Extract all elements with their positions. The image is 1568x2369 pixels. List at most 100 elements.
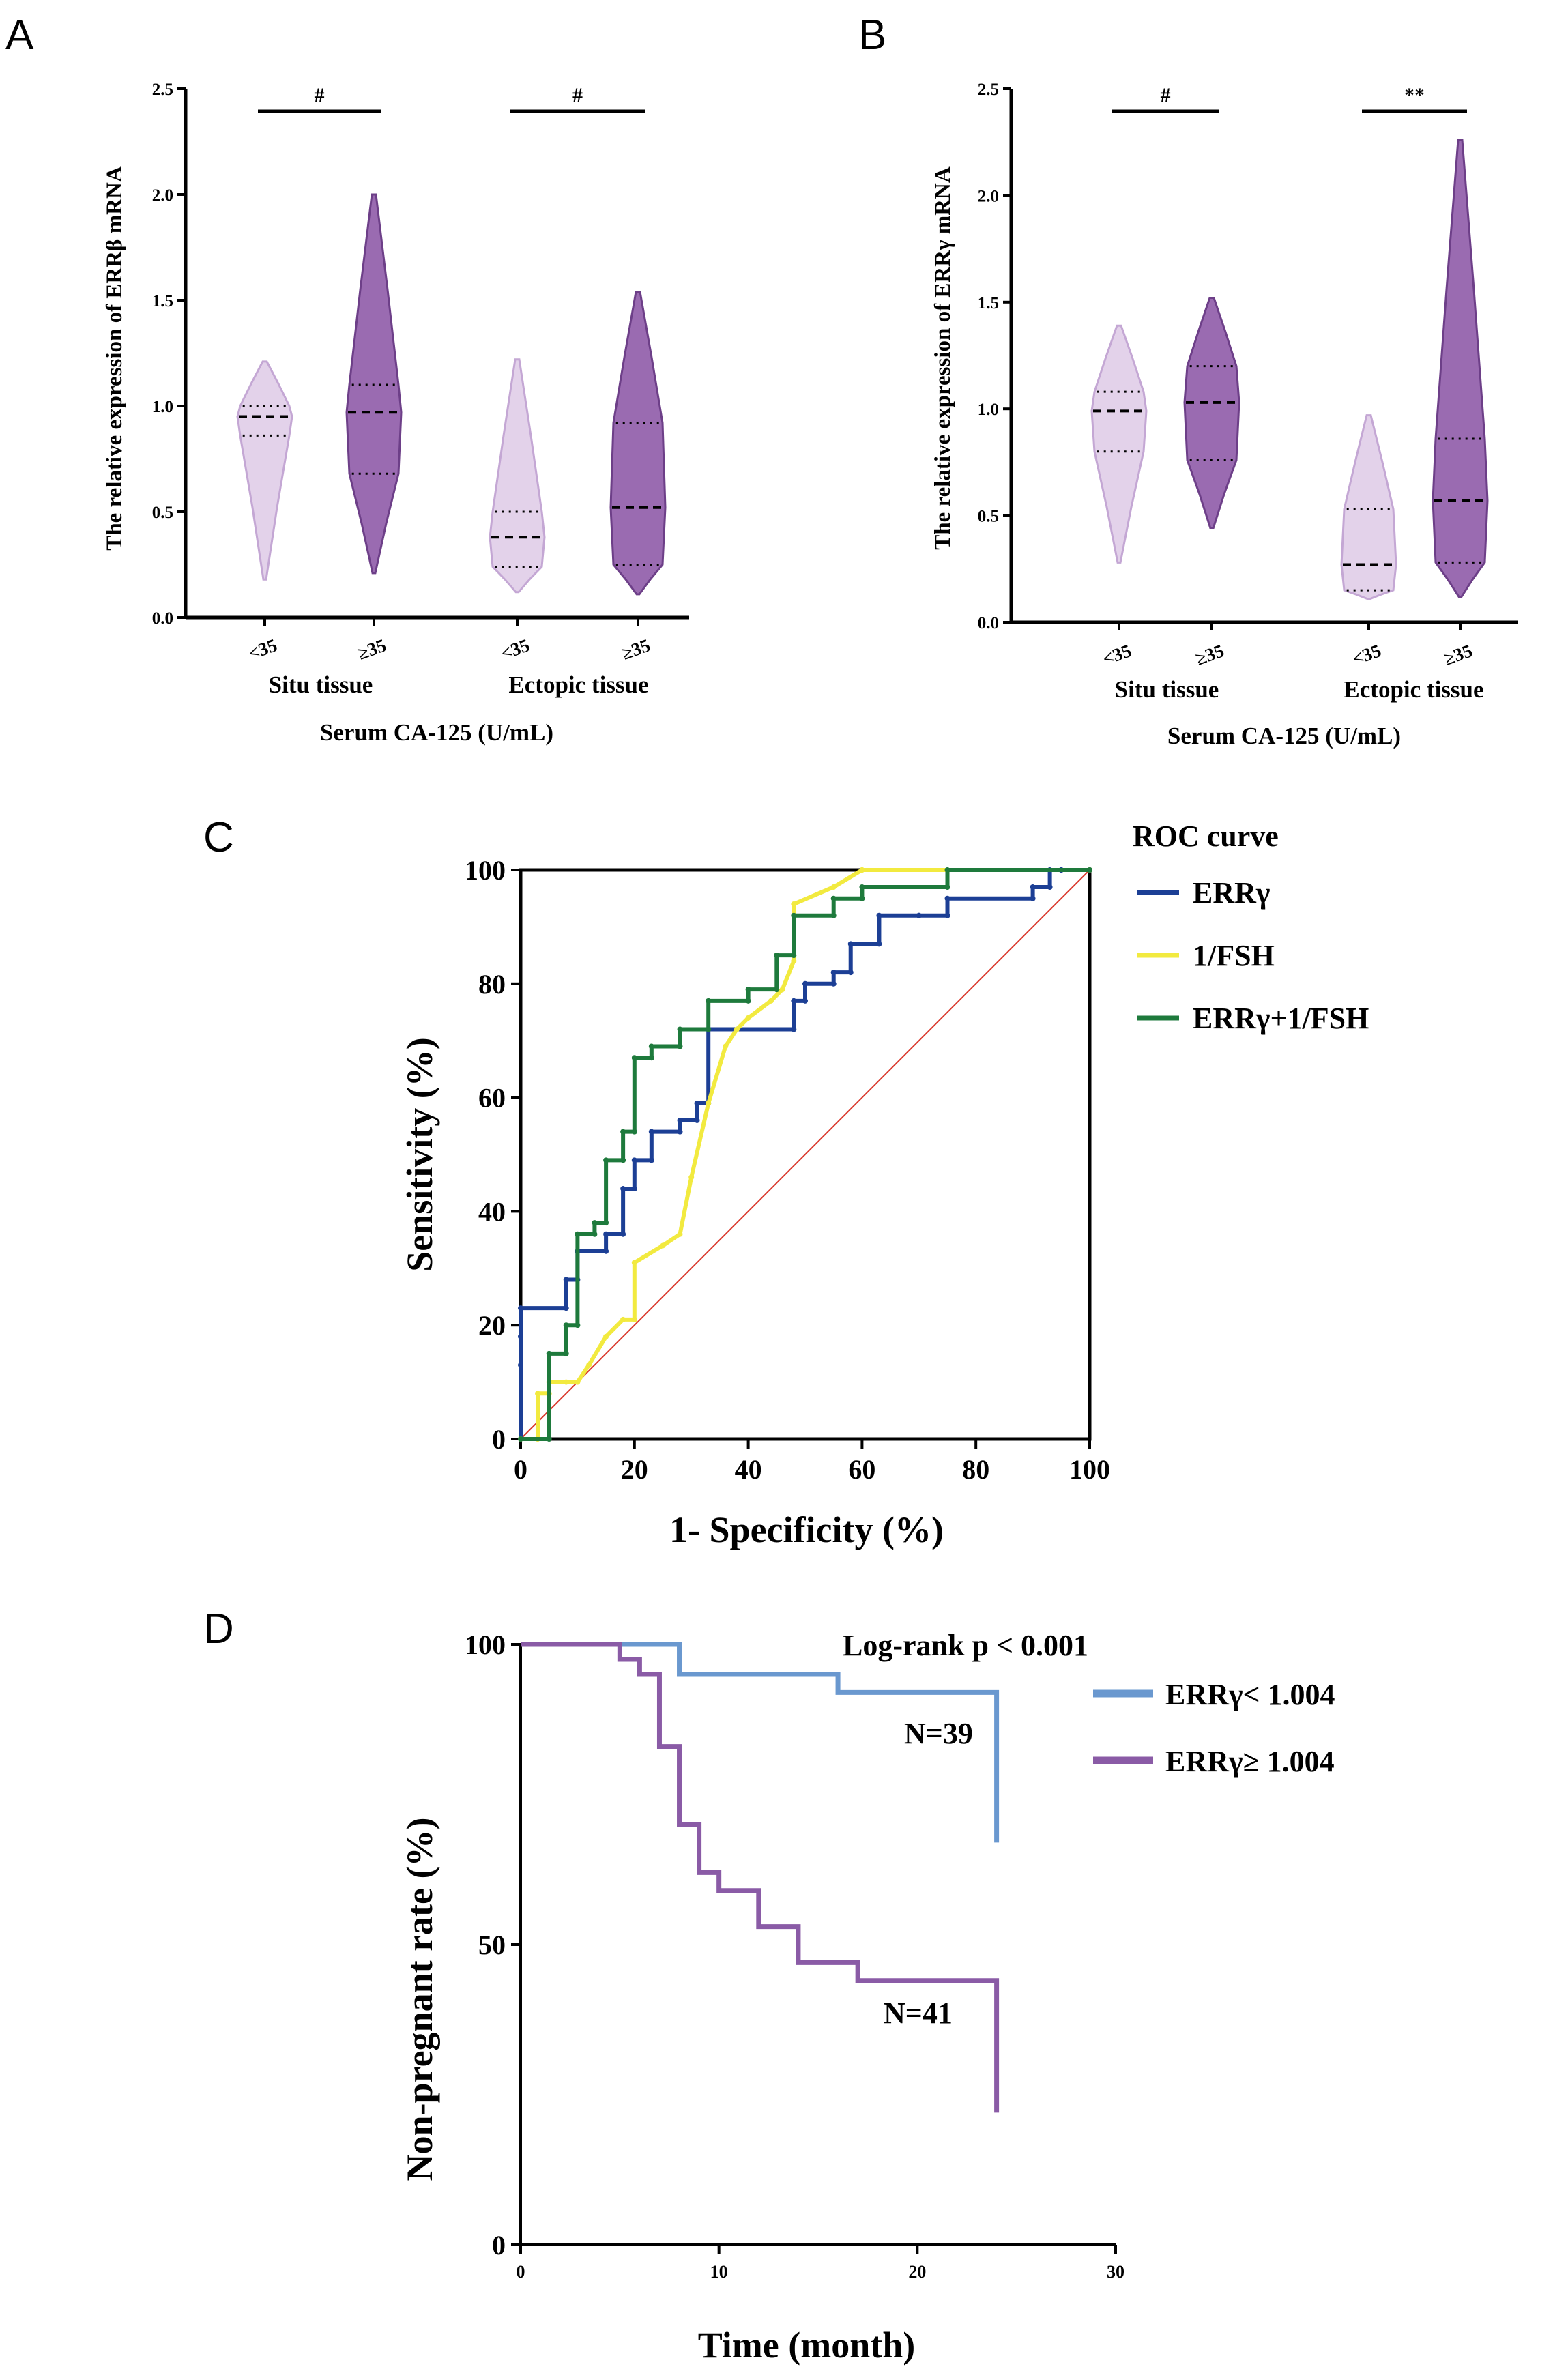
- y-tick-label: 0.0: [978, 614, 999, 633]
- series-point: [944, 912, 950, 918]
- panel-d-ticks: 0 10 20 30 0 50 100: [465, 1629, 1124, 2282]
- y-tick-label: 1.0: [978, 401, 999, 419]
- y-tick-label: 50: [478, 1930, 506, 1960]
- series-point: [791, 912, 797, 918]
- y-tick-label: 2.5: [152, 81, 173, 99]
- series-point: [563, 1322, 569, 1328]
- panel-d: D Non-pregnant rate (%) Time (month) Log…: [203, 1605, 1335, 2366]
- series-point: [830, 912, 837, 918]
- series-point: [847, 941, 854, 947]
- series-point: [859, 884, 865, 890]
- series-point: [876, 912, 882, 918]
- violin-shape: [236, 360, 293, 581]
- y-tick-label: 0: [492, 2230, 506, 2261]
- series-point: [648, 1129, 654, 1135]
- series-point: [648, 1055, 654, 1061]
- series-point: [706, 1100, 712, 1106]
- series-point: [620, 1186, 626, 1192]
- series-point: [916, 912, 922, 918]
- panel-a-y-ticks: 0.0 0.5 1.0 1.5 2.0 2.5: [152, 81, 186, 628]
- series-point: [563, 1350, 569, 1356]
- panel-b-letter: B: [858, 12, 886, 59]
- x-group-label: Situ tissue: [1115, 676, 1219, 703]
- panel-a-y-axis-label: The relative expression of ERRβ mRNA: [102, 166, 127, 551]
- series-line-1: [521, 1642, 1000, 2113]
- series-point: [706, 1026, 712, 1032]
- series-point: [603, 1248, 609, 1254]
- x-tick-label: 100: [1069, 1454, 1110, 1485]
- series-point: [677, 1231, 683, 1237]
- x-tick-label: 20: [621, 1454, 648, 1485]
- x-category-label: <35: [246, 635, 280, 664]
- y-tick-label: 1.5: [978, 294, 999, 313]
- series-point: [847, 970, 854, 976]
- y-tick-label: 20: [478, 1310, 506, 1341]
- x-category-label: <35: [498, 635, 532, 664]
- series-point: [706, 998, 712, 1004]
- panel-c: C Sensitivity (%) 1- Specificity (%) ROC…: [203, 814, 1369, 1550]
- series-point: [575, 1231, 581, 1237]
- series-point: [1030, 884, 1036, 890]
- series-point: [791, 1026, 797, 1032]
- panel-c-y-axis-label: Sensitivity (%): [399, 1037, 440, 1272]
- x-category-label: ≥35: [1441, 640, 1475, 669]
- violin-shape: [1090, 324, 1148, 564]
- series-point: [648, 1043, 654, 1049]
- series-point: [518, 1333, 523, 1339]
- y-tick-label: 60: [478, 1083, 506, 1114]
- y-tick-label: 100: [465, 855, 506, 886]
- series-point: [1047, 884, 1053, 890]
- series-point: [660, 1242, 666, 1249]
- series-point: [631, 1316, 637, 1322]
- series-point: [603, 1231, 609, 1237]
- series-point: [830, 980, 837, 987]
- x-category-label: ≥35: [355, 635, 389, 663]
- series-point: [518, 1305, 523, 1311]
- x-group-label: Ectopic tissue: [1344, 676, 1483, 703]
- panel-d-legend: ERRγ< 1.004 N=39 ERRγ≥ 1.004 N=41: [884, 1678, 1335, 2030]
- x-tick-label: 60: [848, 1454, 875, 1485]
- panel-d-x-axis-label: Time (month): [698, 2325, 916, 2366]
- y-tick-label: 80: [478, 969, 506, 1000]
- series-point: [586, 1362, 592, 1368]
- y-tick-label: 0.0: [152, 609, 173, 628]
- series-point: [631, 1157, 637, 1163]
- series-point: [791, 958, 797, 964]
- panel-b: B The relative expression of ERRγ mRNA 0…: [858, 12, 1518, 749]
- violin-shape: [489, 358, 546, 594]
- legend-label: ERRγ: [1193, 876, 1270, 910]
- series-point: [745, 998, 751, 1004]
- panel-d-series: [521, 1642, 1000, 2113]
- y-tick-label: 100: [465, 1629, 506, 1660]
- legend-label: 1/FSH: [1193, 939, 1275, 972]
- series-point: [745, 1015, 751, 1021]
- series-point: [1030, 895, 1036, 901]
- series-point: [620, 1129, 626, 1135]
- series-point: [944, 895, 950, 901]
- series-point: [830, 970, 837, 976]
- series-point: [779, 987, 785, 993]
- series-point: [694, 1117, 700, 1123]
- x-tick-label: 20: [908, 2262, 926, 2282]
- panel-b-y-axis-label: The relative expression of ERRγ mRNA: [931, 166, 955, 550]
- series-point: [631, 1055, 637, 1061]
- significance-label: #: [572, 84, 583, 106]
- panel-c-legend: ERRγ 1/FSH ERRγ+1/FSH: [1137, 876, 1369, 1035]
- series-point: [592, 1231, 598, 1237]
- panel-d-axes: [519, 1644, 1116, 2246]
- x-group-label: Ectopic tissue: [508, 671, 648, 698]
- series-point: [603, 1220, 609, 1226]
- violin-shape: [609, 291, 667, 596]
- panel-a-x-axis-label: Serum CA-125 (U/mL): [320, 719, 553, 746]
- y-tick-label: 2.0: [978, 187, 999, 205]
- x-tick-label: 40: [735, 1454, 762, 1485]
- series-point: [734, 1026, 740, 1032]
- panel-a: A The relative expression of ERRβ mRNA 0…: [5, 12, 689, 746]
- series-point: [830, 895, 837, 901]
- violin-shape: [345, 193, 403, 575]
- series-point: [802, 980, 808, 987]
- panel-d-y-axis-label: Non-pregnant rate (%): [399, 1818, 440, 2181]
- significance-label: #: [1161, 84, 1171, 106]
- significance-label: **: [1404, 84, 1425, 106]
